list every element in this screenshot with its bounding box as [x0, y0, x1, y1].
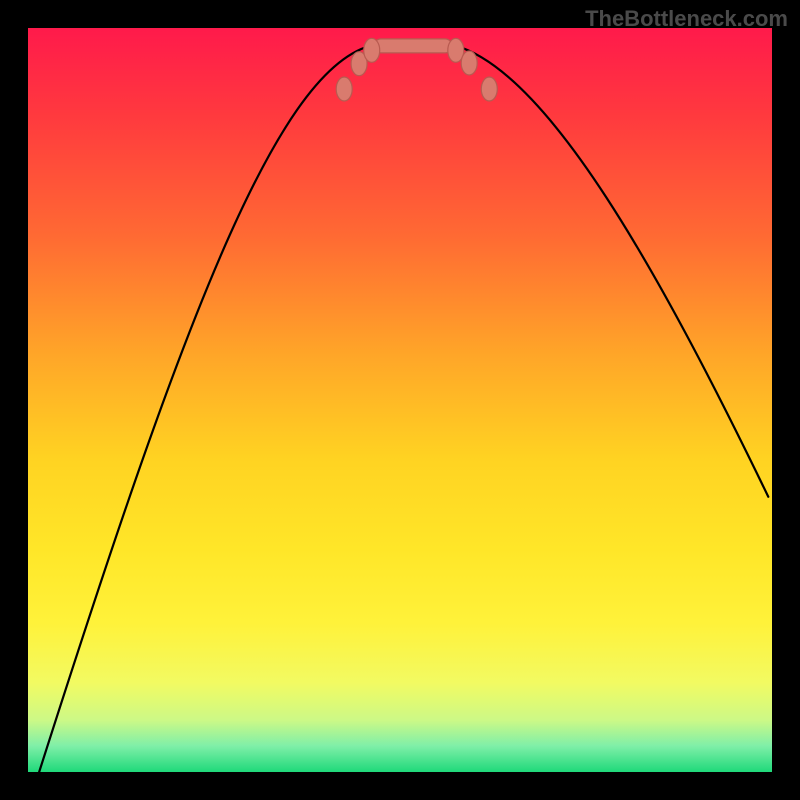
bottleneck-curve-chart — [0, 0, 800, 800]
watermark-label: TheBottleneck.com — [585, 6, 788, 32]
chart-stage: TheBottleneck.com — [0, 0, 800, 800]
